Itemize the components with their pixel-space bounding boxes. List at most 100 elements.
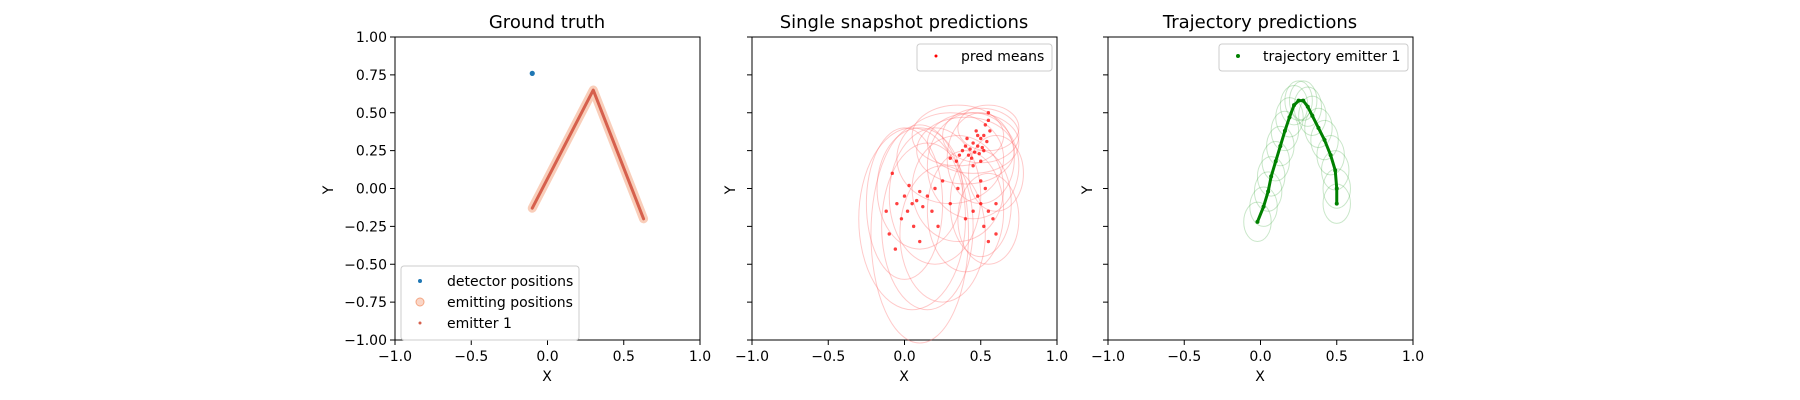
- trajectory-point: [1316, 125, 1321, 130]
- pred-mean-point: [890, 171, 894, 176]
- pred-mean-point: [983, 123, 988, 127]
- chart-title: Ground truth: [489, 12, 605, 33]
- trajectory-ellipse: [1316, 134, 1345, 176]
- pred-mean-point: [976, 144, 980, 148]
- pred-mean-point: [948, 201, 952, 206]
- y-axis-label: Y: [321, 185, 337, 195]
- legend-label-trajectory: trajectory emitter 1: [1263, 49, 1400, 65]
- trajectory-point: [1305, 104, 1310, 109]
- y-axis-label: Y: [723, 185, 739, 195]
- legend-label-detector: detector positions: [447, 274, 573, 290]
- pred-mean-point: [969, 156, 974, 160]
- trajectory-ellipse: [1261, 141, 1290, 182]
- uncertainty-ellipse: [911, 104, 1005, 167]
- panel-single-snapshot: Single snapshot predictions X Y −1.0 −0.5…: [723, 12, 1068, 385]
- uncertainty-ellipse: [899, 165, 986, 303]
- pred-mean-point: [963, 144, 968, 148]
- pred-mean-point: [986, 209, 991, 213]
- x-tick-label: 0.5: [970, 349, 992, 365]
- pred-mean-point: [893, 247, 898, 251]
- pred-mean-point: [976, 194, 980, 198]
- legend-frame: [400, 265, 580, 341]
- plot-area: −1.0 −0.5 0.0 0.5 1.0: [735, 36, 1068, 365]
- pred-mean-point: [918, 239, 922, 244]
- trajectory-ellipse: [1266, 125, 1295, 167]
- x-tick-label: −1.0: [378, 349, 412, 365]
- pred-mean-point: [905, 209, 910, 213]
- x-tick-label: −0.5: [454, 349, 488, 365]
- y-tick-label: 0.25: [356, 144, 387, 160]
- pred-mean-point: [968, 147, 972, 151]
- pred-mean-point: [979, 179, 983, 183]
- x-tick-label: 1.0: [1402, 349, 1424, 365]
- x-tick-label: 1.0: [1046, 349, 1068, 365]
- legend-marker-detector: [418, 279, 422, 283]
- trajectory-ellipse: [1243, 201, 1272, 243]
- pred-mean-point: [933, 186, 937, 191]
- pred-mean-point: [915, 198, 919, 203]
- pred-mean-point: [899, 217, 904, 221]
- pred-mean-point: [972, 150, 977, 154]
- x-tick-label: 0.0: [1249, 349, 1271, 365]
- pred-mean-point: [980, 145, 984, 150]
- legend-marker-emitter: [418, 321, 422, 325]
- pred-mean-point: [994, 201, 998, 206]
- y-tick-label: 0.50: [356, 106, 387, 122]
- pred-mean-point: [979, 201, 983, 206]
- pred-mean-point: [948, 156, 952, 160]
- trajectory-ellipse: [1304, 107, 1333, 149]
- uncertainty-ellipse: [916, 116, 1015, 185]
- trajectory-point: [1322, 138, 1327, 143]
- x-tick-label: 0.5: [613, 349, 635, 365]
- pred-mean-point: [907, 183, 911, 188]
- trajectory-point: [1292, 103, 1297, 108]
- trajectory-point: [1278, 144, 1283, 149]
- emitting-positions-series: [527, 85, 649, 224]
- uncertainty-ellipse: [865, 127, 944, 280]
- chart-title: Single snapshot predictions: [780, 12, 1029, 33]
- trajectory-ellipse: [1310, 119, 1339, 161]
- pred-mean-point: [911, 224, 916, 229]
- legend-frame: [916, 43, 1053, 72]
- x-tick-label: −1.0: [1091, 349, 1125, 365]
- x-tick-label: 0.5: [1326, 349, 1348, 365]
- emitter-1-series: [530, 88, 646, 221]
- y-tick-label: 0.75: [356, 68, 387, 84]
- pred-mean-point: [925, 194, 930, 198]
- pred-mean-point: [979, 136, 983, 141]
- pred-mean-point: [982, 133, 986, 138]
- x-axis-label: X: [542, 369, 552, 385]
- pred-mean-point: [966, 153, 971, 157]
- y-tick-label: 0.00: [356, 182, 387, 198]
- pred-mean-point: [986, 239, 991, 244]
- pred-mean-point: [991, 217, 995, 221]
- pred-mean-point: [940, 179, 945, 183]
- legend-marker-trajectory: [1236, 54, 1240, 58]
- trajectory-point: [1333, 168, 1338, 173]
- pred-mean-point: [887, 232, 891, 236]
- trajectory-ellipse: [1270, 110, 1300, 152]
- uncertainty-ellipse: [926, 112, 1020, 220]
- trajectory-point: [1255, 219, 1260, 224]
- trajectory-point: [1266, 189, 1271, 194]
- x-tick-label: 0.0: [893, 349, 915, 365]
- pred-mean-point: [982, 148, 986, 153]
- uncertainty-ellipse: [876, 127, 963, 250]
- trajectory-point: [1301, 98, 1306, 103]
- pred-mean-point: [895, 201, 899, 206]
- uncertainty-ellipse: [926, 112, 1020, 174]
- pred-mean-point: [986, 111, 991, 115]
- pred-mean-point: [988, 129, 992, 133]
- pred-mean-point: [974, 129, 978, 133]
- trajectory-ellipse: [1275, 97, 1304, 138]
- legend-marker-pred-means: [934, 54, 938, 58]
- plot-area: −1.0 −0.5 0.0 0.5 1.0 1.00 0.75 0.50 0.25 0.00 −0.…: [344, 30, 711, 365]
- pred-mean-point: [954, 159, 959, 163]
- pred-mean-point: [965, 136, 969, 141]
- x-tick-label: 1.0: [689, 349, 711, 365]
- pred-mean-point: [986, 118, 991, 123]
- y-tick-label: −0.25: [344, 219, 387, 235]
- uncertainty-ellipse: [957, 172, 1020, 265]
- x-axis-label: X: [899, 369, 909, 385]
